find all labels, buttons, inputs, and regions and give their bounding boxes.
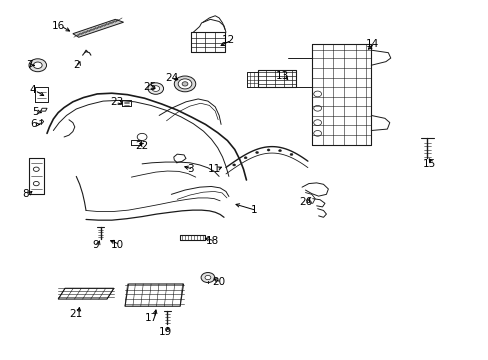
Text: 10: 10 bbox=[111, 239, 124, 249]
Circle shape bbox=[232, 164, 235, 166]
Text: 18: 18 bbox=[206, 236, 219, 246]
Text: 1: 1 bbox=[250, 206, 257, 216]
Circle shape bbox=[29, 59, 46, 72]
Text: 20: 20 bbox=[212, 277, 225, 287]
Circle shape bbox=[266, 149, 269, 151]
Circle shape bbox=[204, 275, 210, 280]
Text: 11: 11 bbox=[207, 164, 221, 174]
Text: 14: 14 bbox=[365, 39, 378, 49]
Text: 16: 16 bbox=[52, 21, 65, 31]
Circle shape bbox=[289, 153, 292, 156]
Text: 6: 6 bbox=[30, 120, 37, 129]
Circle shape bbox=[201, 273, 214, 283]
Text: 17: 17 bbox=[145, 313, 158, 323]
Text: 2: 2 bbox=[73, 60, 80, 70]
Circle shape bbox=[278, 149, 281, 152]
Text: 23: 23 bbox=[110, 97, 123, 107]
Text: 4: 4 bbox=[29, 85, 36, 95]
Circle shape bbox=[182, 82, 187, 86]
Circle shape bbox=[244, 157, 246, 159]
Text: 26: 26 bbox=[298, 197, 311, 207]
Text: 7: 7 bbox=[25, 60, 32, 70]
Text: 5: 5 bbox=[32, 107, 39, 117]
Text: 24: 24 bbox=[165, 73, 179, 83]
Polygon shape bbox=[73, 19, 123, 37]
Circle shape bbox=[137, 134, 147, 140]
Text: 15: 15 bbox=[422, 159, 435, 169]
Text: 3: 3 bbox=[187, 164, 194, 174]
Text: 22: 22 bbox=[135, 141, 148, 151]
Text: 9: 9 bbox=[92, 239, 99, 249]
Text: 8: 8 bbox=[22, 189, 29, 199]
Text: 21: 21 bbox=[69, 310, 83, 319]
Circle shape bbox=[174, 76, 195, 92]
Circle shape bbox=[255, 152, 258, 154]
Circle shape bbox=[148, 83, 163, 94]
Text: 19: 19 bbox=[159, 327, 172, 337]
Text: 25: 25 bbox=[142, 82, 156, 93]
Circle shape bbox=[33, 62, 42, 68]
Circle shape bbox=[178, 79, 191, 89]
Text: 13: 13 bbox=[275, 71, 288, 81]
Text: 12: 12 bbox=[222, 35, 235, 45]
Circle shape bbox=[152, 86, 159, 91]
